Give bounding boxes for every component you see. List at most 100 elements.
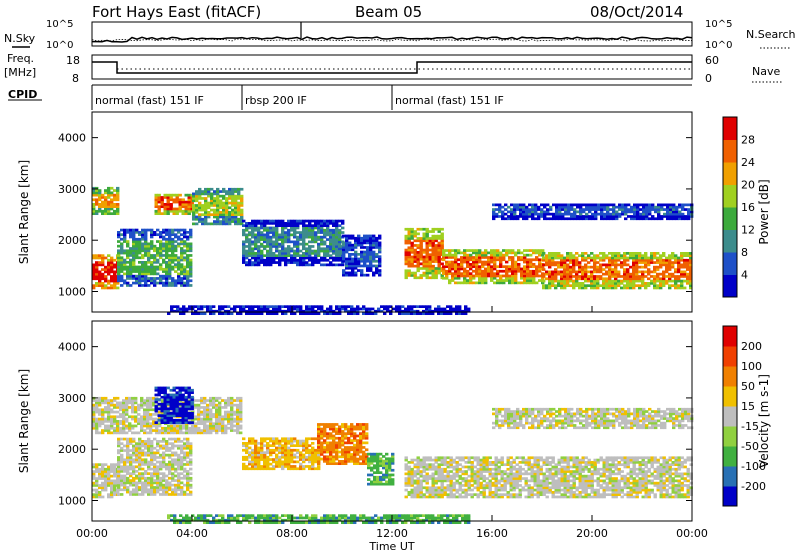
- data-cell: [198, 204, 202, 207]
- data-cell: [162, 254, 166, 257]
- data-cell: [248, 231, 252, 234]
- data-cell: [131, 399, 135, 402]
- data-cell: [671, 254, 675, 258]
- data-cell: [186, 254, 190, 257]
- data-cell: [116, 205, 120, 209]
- data-cell: [272, 231, 276, 234]
- data-cell: [144, 274, 148, 278]
- data-cell: [548, 252, 552, 255]
- data-cell: [182, 305, 186, 309]
- data-cell: [665, 275, 669, 278]
- data-cell: [192, 213, 196, 217]
- data-cell: [594, 203, 598, 207]
- data-cell: [137, 431, 141, 435]
- data-cell: [299, 254, 303, 258]
- data-cell: [194, 399, 198, 402]
- data-cell: [590, 282, 594, 285]
- data-cell: [320, 305, 324, 309]
- data-cell: [187, 421, 191, 425]
- data-cell: [135, 488, 139, 492]
- data-cell: [526, 272, 530, 276]
- data-cell: [231, 187, 235, 191]
- data-cell: [659, 279, 663, 283]
- data-cell: [413, 257, 417, 261]
- data-cell: [302, 309, 306, 313]
- data-cell: [224, 410, 228, 414]
- data-cell: [174, 437, 178, 441]
- data-cell: [360, 273, 364, 277]
- data-cell: [92, 256, 96, 260]
- data-cell: [442, 258, 446, 262]
- data-cell: [326, 238, 330, 241]
- data-cell: [308, 258, 312, 262]
- data-cell: [239, 413, 243, 416]
- data-cell: [110, 467, 114, 471]
- data-cell: [107, 212, 111, 216]
- data-cell: [186, 265, 190, 269]
- data-cell: [563, 263, 567, 267]
- data-cell: [209, 312, 213, 316]
- data-cell: [141, 235, 145, 239]
- data-cell: [296, 219, 300, 223]
- data-cell: [236, 413, 240, 416]
- data-cell: [187, 205, 191, 209]
- data-cell: [624, 203, 628, 207]
- data-cell: [425, 309, 429, 313]
- data-cell: [519, 210, 523, 214]
- data-cell: [659, 265, 663, 269]
- data-cell: [666, 203, 670, 207]
- data-cell: [278, 256, 282, 260]
- data-cell: [284, 263, 288, 267]
- data-cell: [236, 396, 240, 400]
- data-cell: [678, 217, 682, 221]
- data-cell: [240, 222, 244, 226]
- data-cell: [157, 200, 161, 204]
- data-cell: [369, 262, 373, 266]
- data-cell: [378, 241, 382, 245]
- data-cell: [110, 431, 114, 435]
- data-cell: [180, 490, 184, 494]
- data-cell: [146, 422, 150, 426]
- data-cell: [174, 467, 178, 471]
- cpid-segments: normal (fast) 151 IF rbsp 200 IF normal (f…: [91, 84, 692, 110]
- data-cell: [175, 398, 179, 401]
- data-cell: [440, 246, 444, 250]
- y-tick-label: 4000: [58, 132, 86, 145]
- data-cell: [526, 267, 530, 271]
- data-cell: [335, 305, 339, 309]
- data-cell: [260, 254, 264, 258]
- data-cell: [141, 449, 145, 452]
- data-cell: [425, 264, 429, 268]
- data-cell: [353, 312, 357, 316]
- data-cell: [410, 264, 414, 268]
- data-cell: [126, 265, 130, 269]
- data-cell: [215, 426, 219, 430]
- data-cell: [581, 256, 585, 260]
- data-cell: [119, 426, 123, 430]
- data-cell: [505, 274, 509, 278]
- data-cell: [216, 197, 220, 200]
- data-cell: [101, 474, 105, 478]
- data-cell: [178, 207, 182, 211]
- data-cell: [233, 424, 237, 428]
- data-cell: [132, 265, 136, 269]
- data-cell: [659, 256, 663, 260]
- data-cell: [342, 259, 346, 263]
- data-cell: [329, 228, 333, 232]
- data-cell: [534, 203, 538, 207]
- data-cell: [416, 255, 420, 259]
- data-cell: [538, 251, 542, 255]
- data-cell: [171, 228, 175, 232]
- data-cell: [162, 479, 166, 482]
- data-cell: [134, 408, 138, 412]
- data-cell: [166, 409, 170, 413]
- data-cell: [638, 258, 642, 262]
- data-cell: [92, 422, 96, 426]
- data-cell: [132, 240, 136, 243]
- data-cell: [221, 312, 225, 316]
- data-cell: [401, 305, 405, 309]
- data-cell: [168, 483, 172, 487]
- data-cell: [623, 270, 627, 274]
- data-cell: [168, 242, 172, 246]
- data-cell: [669, 205, 673, 209]
